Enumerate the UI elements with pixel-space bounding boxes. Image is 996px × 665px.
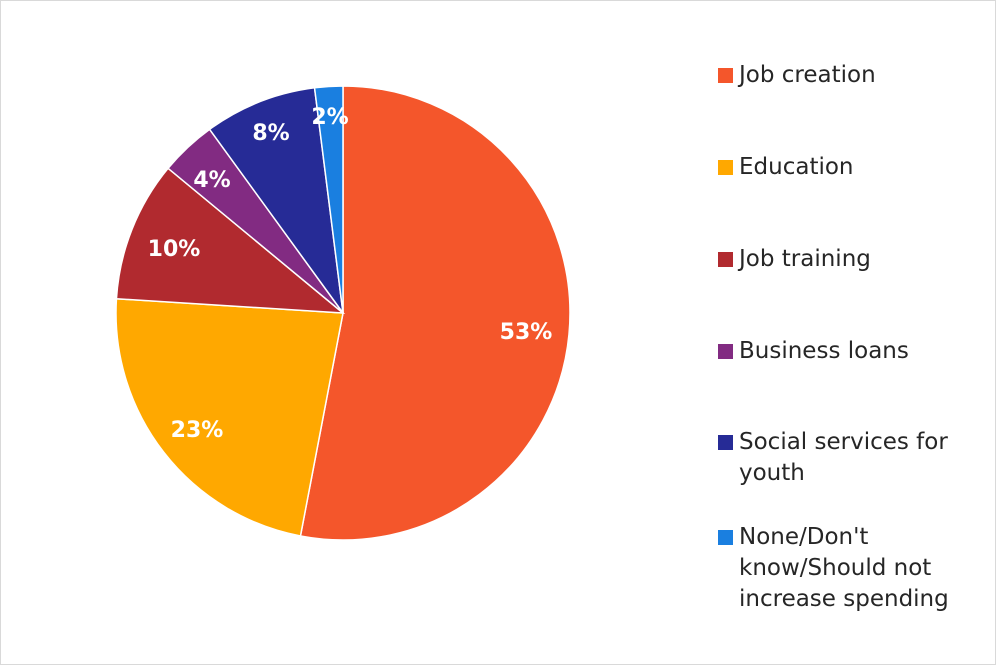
legend-label: Business loans [739, 338, 909, 364]
pie-slice-social-services-for-youth [208, 86, 344, 314]
pie-data-label: 53% [500, 320, 553, 345]
legend-label: None/Don't know/Should not increase spen… [739, 524, 949, 612]
legend-item-none-dont-know: None/Don't know/Should not increase spen… [718, 522, 988, 615]
legend-swatch [718, 160, 733, 175]
pie-data-label: 10% [148, 237, 201, 262]
legend-item-business-loans: Business loans [718, 336, 988, 367]
pie-data-label: 8% [252, 121, 289, 146]
legend-item-job-training: Job training [718, 244, 988, 275]
pie-data-label: 23% [171, 418, 224, 443]
legend-label: Education [739, 154, 854, 180]
legend-swatch [718, 68, 733, 83]
pie-data-labels: 53% 23% 10% 4% 8% 2% [148, 105, 553, 443]
legend-swatch [718, 530, 733, 545]
legend-label: Job creation [739, 62, 876, 88]
legend-item-education: Education [718, 152, 988, 183]
pie-slice-job-training [115, 167, 346, 314]
legend-swatch [718, 252, 733, 267]
legend-label: Social services for youth [739, 429, 948, 486]
legend-swatch [718, 435, 733, 450]
pie-slice-none-don-t-know-should-not-increase-spending [313, 85, 344, 314]
pie-slice-job-creation [299, 85, 571, 541]
legend-item-social-services: Social services for youth [718, 427, 988, 489]
legend-item-job-creation: Job creation [718, 60, 988, 91]
pie-slices [115, 85, 571, 541]
legend-swatch [718, 344, 733, 359]
legend-label: Job training [739, 246, 871, 272]
pie-data-label: 2% [311, 105, 348, 130]
pie-slice-education [115, 297, 344, 537]
pie-data-label: 4% [193, 168, 230, 193]
